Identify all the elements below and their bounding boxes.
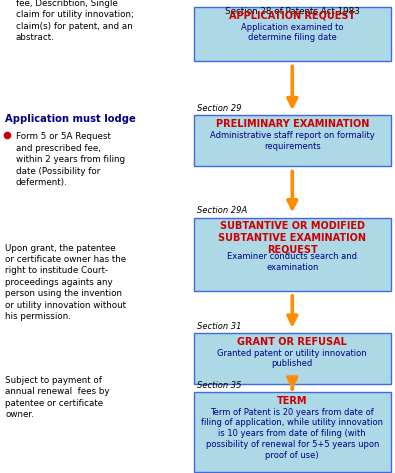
- FancyBboxPatch shape: [194, 7, 391, 61]
- Text: SUBTANTIVE OR MODIFIED
SUBTANTIVE EXAMINATION
REQUEST: SUBTANTIVE OR MODIFIED SUBTANTIVE EXAMIN…: [218, 221, 366, 254]
- Text: APPLICATION REQUEST: APPLICATION REQUEST: [229, 11, 356, 21]
- Text: Section 29A: Section 29A: [197, 206, 247, 215]
- Text: Section 35: Section 35: [197, 381, 241, 390]
- Text: Section 28 of Patents Act 1983: Section 28 of Patents Act 1983: [225, 7, 360, 16]
- Text: Section 31: Section 31: [197, 322, 241, 331]
- Text: Application must lodge: Application must lodge: [5, 114, 136, 123]
- Text: Form 1 Request (patent)
or Form 14 Request (utility
innovation), Prescribed
fee,: Form 1 Request (patent) or Form 14 Reque…: [16, 0, 134, 42]
- Text: Form 5 or 5A Request
and prescribed fee,
within 2 years from filing
date (Possib: Form 5 or 5A Request and prescribed fee,…: [16, 132, 125, 187]
- Text: Subject to payment of
annual renewal  fees by
patentee or certificate
owner.: Subject to payment of annual renewal fee…: [5, 376, 110, 420]
- FancyBboxPatch shape: [194, 115, 391, 166]
- Text: Upon grant, the patentee
or certificate owner has the
right to institude Court-
: Upon grant, the patentee or certificate …: [5, 244, 126, 321]
- Text: Term of Patent is 20 years from date of
filing of application, while utility inn: Term of Patent is 20 years from date of …: [201, 408, 383, 460]
- Text: PRELIMINARY EXAMINATION: PRELIMINARY EXAMINATION: [216, 119, 369, 129]
- FancyBboxPatch shape: [194, 333, 391, 384]
- FancyBboxPatch shape: [194, 218, 391, 291]
- Text: Application examined to
determine filing date: Application examined to determine filing…: [241, 23, 344, 43]
- FancyBboxPatch shape: [194, 392, 391, 472]
- Text: TERM: TERM: [277, 396, 308, 406]
- Text: GRANT OR REFUSAL: GRANT OR REFUSAL: [237, 337, 347, 347]
- Text: Granted patent or utility innovation
published: Granted patent or utility innovation pub…: [218, 349, 367, 368]
- Text: Administrative staff report on formality
requirements: Administrative staff report on formality…: [210, 131, 375, 151]
- Text: Examiner conducts search and
examination: Examiner conducts search and examination: [227, 252, 357, 272]
- Text: Section 29: Section 29: [197, 104, 241, 113]
